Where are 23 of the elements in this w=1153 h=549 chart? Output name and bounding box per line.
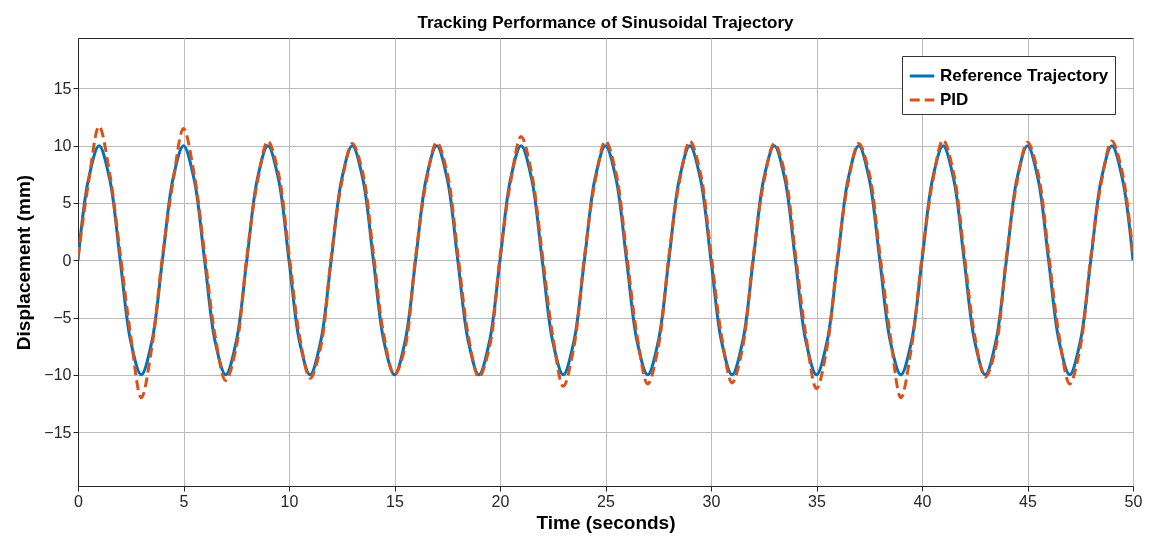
- legend-label: Reference Trajectory: [940, 66, 1109, 85]
- legend-label: PID: [940, 90, 969, 109]
- y-tick-label: −5: [53, 309, 72, 327]
- y-tick-label: −15: [44, 423, 72, 441]
- x-tick-label: 50: [1124, 492, 1143, 510]
- y-axis-title: Displacement (mm): [13, 174, 35, 351]
- x-tick-label: 40: [913, 492, 932, 510]
- x-tick-label: 25: [597, 492, 615, 510]
- y-tick-label: 10: [53, 137, 72, 155]
- x-tick-label: 0: [74, 492, 84, 510]
- x-tick-label: 20: [491, 492, 510, 510]
- chart-title: Tracking Performance of Sinusoidal Trajectory: [417, 13, 795, 32]
- x-tick-label: 5: [179, 492, 189, 510]
- y-tick-label: −10: [44, 366, 72, 384]
- x-tick-label: 45: [1019, 492, 1037, 510]
- x-tick-label: 35: [808, 492, 826, 510]
- y-tick-label: 5: [62, 194, 72, 212]
- x-tick-label: 15: [386, 492, 404, 510]
- x-tick-label: 30: [702, 492, 721, 510]
- y-tick-label: 15: [53, 79, 72, 97]
- x-tick-label: 10: [280, 492, 299, 510]
- x-axis-title: Time (seconds): [536, 511, 676, 533]
- y-tick-label: 0: [62, 251, 72, 269]
